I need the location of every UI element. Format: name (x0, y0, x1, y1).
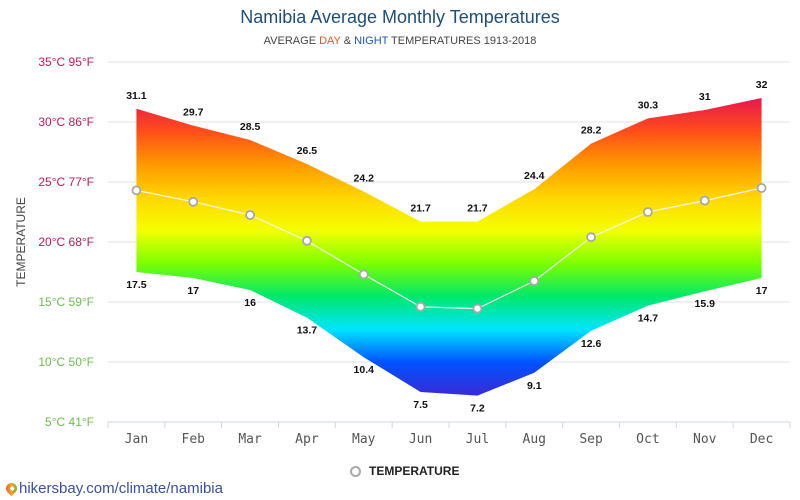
x-tick-label: Oct (636, 432, 659, 447)
source-text: hikersbay.com/climate/namibia (19, 480, 223, 497)
night-value-label: 7.2 (470, 403, 485, 415)
y-tick-label: 15°C 59°F (38, 295, 94, 309)
map-pin-icon (3, 480, 20, 497)
average-temperature-line (136, 187, 762, 310)
day-value-label: 24.4 (524, 170, 545, 182)
subtitle-suffix: TEMPERATURES 1913-2018 (388, 35, 537, 47)
x-axis: Jan Feb Mar Apr May Jun Jul Aug Sep Oct Nov Dec (107, 421, 791, 447)
day-value-label: 28.2 (581, 125, 602, 137)
day-value-label: 32 (756, 79, 768, 91)
average-point[interactable] (586, 232, 596, 243)
x-tick-label: Sep (579, 432, 603, 447)
x-tick-label: Feb (182, 432, 206, 447)
average-point[interactable] (643, 207, 653, 217)
chart-subtitle: AVERAGE DAY & NIGHT TEMPERATURES 1913-20… (0, 35, 800, 47)
source-link[interactable]: hikersbay.com/climate/namibia (3, 480, 223, 497)
average-temperature-points (131, 183, 767, 314)
legend-marker-icon (350, 465, 361, 477)
y-tick-label: 5°C 41°F (45, 415, 94, 429)
x-tick-label: Jan (125, 432, 148, 447)
subtitle-amp: & (340, 35, 355, 47)
legend[interactable]: TEMPERATURE (350, 464, 459, 478)
x-tick-label: Nov (693, 432, 717, 447)
night-value-label: 7.5 (413, 399, 428, 411)
night-value-label: 17 (756, 285, 768, 297)
night-value-label: 9.1 (527, 380, 542, 392)
average-point[interactable] (302, 235, 312, 246)
night-value-label: 17.5 (126, 279, 147, 291)
night-value-label: 17 (187, 285, 199, 297)
legend-label: TEMPERATURE (369, 464, 460, 478)
day-value-label: 30.3 (638, 99, 659, 111)
day-value-label: 29.7 (183, 107, 204, 119)
subtitle-night: NIGHT (354, 35, 389, 47)
chart-title: Namibia Average Monthly Temperatures (240, 7, 560, 27)
average-point[interactable] (756, 183, 767, 193)
day-value-label: 24.2 (354, 173, 375, 185)
y-tick-label: 25°C 77°F (38, 175, 94, 189)
day-value-label: 31.1 (126, 90, 147, 102)
y-tick-label: 10°C 50°F (38, 355, 94, 369)
subtitle-prefix: AVERAGE (263, 35, 320, 47)
night-value-label: 12.6 (581, 338, 602, 350)
y-axis-label: TEMPERATURE (14, 197, 28, 287)
x-tick-label: Mar (238, 432, 262, 447)
average-point[interactable] (188, 196, 199, 207)
average-point[interactable] (472, 303, 483, 314)
day-value-label: 31 (699, 91, 711, 103)
x-tick-label: Jul (466, 432, 489, 447)
subtitle-day: DAY (319, 35, 341, 47)
average-point[interactable] (529, 276, 540, 286)
night-value-label: 13.7 (297, 325, 318, 337)
night-value-label: 10.4 (354, 364, 375, 376)
x-tick-label: Jun (409, 432, 432, 447)
data-labels: 31.1 29.7 28.5 26.5 24.2 21.7 21.7 24.4 28.2 30.3… (126, 79, 767, 415)
average-point[interactable] (358, 269, 369, 280)
average-point[interactable] (245, 210, 255, 220)
day-value-label: 21.7 (410, 203, 431, 215)
night-value-label: 16 (244, 297, 256, 309)
average-point[interactable] (699, 195, 710, 206)
x-tick-label: Aug (523, 432, 546, 447)
x-tick-label: Dec (750, 432, 773, 447)
y-tick-label: 20°C 68°F (38, 235, 94, 249)
average-point[interactable] (415, 301, 426, 312)
day-value-label: 26.5 (297, 145, 318, 157)
night-value-label: 15.9 (695, 298, 716, 310)
day-value-label: 21.7 (467, 203, 488, 215)
y-tick-label: 35°C 95°F (38, 55, 94, 69)
day-value-label: 28.5 (240, 121, 261, 133)
x-tick-label: May (352, 432, 376, 447)
night-value-label: 14.7 (638, 313, 659, 325)
x-tick-label: Apr (295, 432, 319, 447)
y-axis-ticks: 35°C 95°F 30°C 86°F 25°C 77°F 20°C 68°F 15°C… (38, 55, 94, 429)
day-night-band (136, 98, 762, 396)
y-tick-label: 30°C 86°F (38, 115, 94, 129)
average-point[interactable] (131, 185, 142, 196)
